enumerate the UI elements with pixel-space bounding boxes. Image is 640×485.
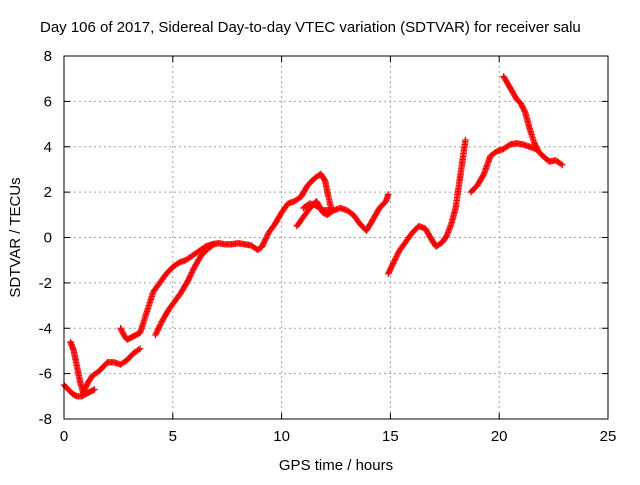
data-point — [135, 346, 143, 353]
data-series — [80, 345, 144, 395]
data-series — [385, 136, 469, 277]
y-tick-label: -8 — [39, 411, 52, 428]
y-tick-label: -6 — [39, 366, 52, 383]
x-tick-label: 10 — [273, 428, 290, 445]
data-series — [293, 191, 392, 234]
data-series — [152, 241, 218, 339]
y-tick-label: 4 — [44, 139, 52, 156]
grid-layer — [64, 56, 608, 419]
data-series — [117, 239, 266, 343]
data-series — [258, 170, 335, 250]
chart-title: Day 106 of 2017, Sidereal Day-to-day VTE… — [40, 19, 581, 36]
y-tick-label: -4 — [39, 320, 52, 337]
x-tick-label: 25 — [600, 428, 617, 445]
data-point — [557, 160, 565, 168]
data-point — [91, 386, 98, 393]
x-tick-label: 0 — [60, 428, 68, 445]
data-point — [559, 161, 566, 169]
x-axis-label: GPS time / hours — [279, 457, 393, 474]
y-tick-label: 6 — [44, 93, 52, 110]
data-point — [534, 146, 541, 154]
data-series — [467, 140, 566, 196]
data-series — [500, 73, 542, 155]
data-point — [535, 148, 542, 155]
data-point — [210, 241, 218, 248]
y-tick-label: 0 — [44, 230, 52, 247]
x-tick-label: 20 — [491, 428, 508, 445]
data-point — [521, 108, 528, 115]
y-tick-label: -2 — [39, 275, 52, 292]
y-axis-label: SDTVAR / TECUs — [7, 177, 24, 297]
data-point — [136, 345, 144, 352]
x-tick-label: 15 — [382, 428, 399, 445]
data-point — [462, 136, 469, 144]
data-point — [209, 242, 217, 249]
tick-layer: 0 5 10 15 20 25 -8 -6 -4 -2 0 2 4 6 8 — [39, 48, 617, 445]
data-point — [326, 207, 333, 214]
data-point — [385, 191, 392, 198]
x-tick-label: 5 — [169, 428, 177, 445]
y-tick-label: 8 — [44, 48, 52, 65]
y-tick-label: 2 — [44, 184, 52, 201]
data-series — [300, 200, 333, 214]
data-layer — [60, 73, 566, 400]
